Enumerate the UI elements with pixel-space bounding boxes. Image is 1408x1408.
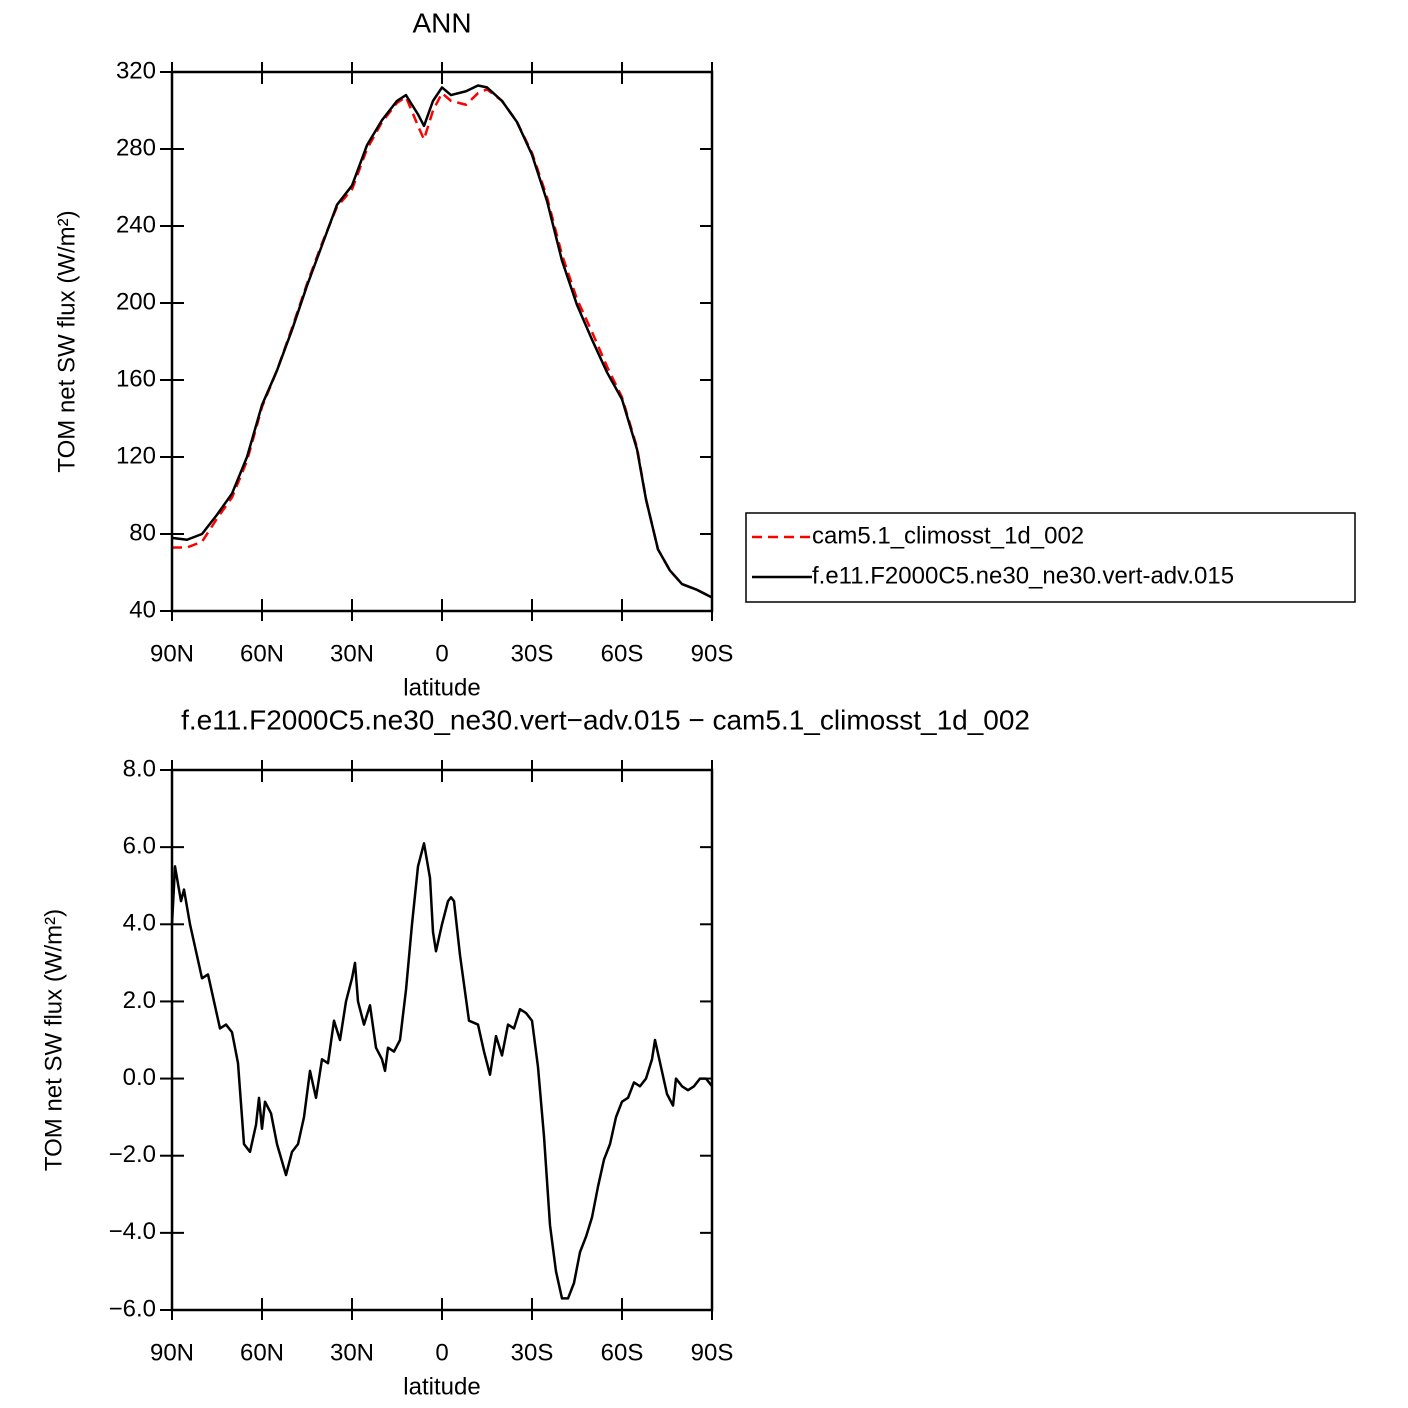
y-axis-label: TOM net SW flux (W/m²) xyxy=(40,909,67,1171)
x-axis-label: latitude xyxy=(403,1373,480,1400)
y-tick-label: 80 xyxy=(129,519,156,546)
y-tick-label: 280 xyxy=(116,134,156,161)
x-tick-label: 60N xyxy=(240,1339,284,1366)
data-line xyxy=(170,842,713,1300)
y-tick-label: 2.0 xyxy=(123,987,156,1014)
x-axis-label: latitude xyxy=(403,674,480,701)
x-tick-label: 30N xyxy=(330,1339,374,1366)
x-tick-label: 30N xyxy=(330,640,374,667)
x-tick-label: 30S xyxy=(511,1339,554,1366)
y-tick-label: 0.0 xyxy=(123,1064,156,1091)
y-tick-label: 6.0 xyxy=(123,832,156,859)
plot-frame xyxy=(170,70,714,613)
y-tick-label: 40 xyxy=(129,596,156,623)
x-tick-label: 60N xyxy=(240,640,284,667)
x-tick-label: 60S xyxy=(601,1339,644,1366)
x-tick-label: 90N xyxy=(150,1339,194,1366)
y-tick-label: 200 xyxy=(116,288,156,315)
data-line xyxy=(172,88,713,599)
y-tick-label: 320 xyxy=(116,57,156,84)
y-tick-label: 240 xyxy=(116,211,156,238)
x-tick-label: 90N xyxy=(150,640,194,667)
y-tick-label: 8.0 xyxy=(123,755,156,782)
data-line xyxy=(171,84,713,599)
x-tick-label: 90S xyxy=(691,1339,734,1366)
x-tick-label: 0 xyxy=(435,640,448,667)
plot-frame xyxy=(170,768,714,1312)
chart-title: f.e11.F2000C5.ne30_ne30.vert−adv.015 − c… xyxy=(181,704,1030,735)
legend-label: cam5.1_climosst_1d_002 xyxy=(812,522,1084,549)
x-tick-label: 30S xyxy=(511,640,554,667)
chart-title: ANN xyxy=(412,7,471,38)
y-tick-label: −4.0 xyxy=(109,1218,156,1245)
y-tick-label: 4.0 xyxy=(123,910,156,937)
y-tick-label: −2.0 xyxy=(109,1141,156,1168)
legend-label: f.e11.F2000C5.ne30_ne30.vert-adv.015 xyxy=(812,562,1234,589)
legend-box xyxy=(745,512,1356,603)
x-tick-label: 90S xyxy=(691,640,734,667)
y-axis-label: TOM net SW flux (W/m²) xyxy=(53,210,80,472)
y-tick-label: 120 xyxy=(116,442,156,469)
x-tick-label: 0 xyxy=(435,1339,448,1366)
x-tick-label: 60S xyxy=(601,640,644,667)
y-tick-label: −6.0 xyxy=(109,1295,156,1322)
y-tick-label: 160 xyxy=(116,365,156,392)
